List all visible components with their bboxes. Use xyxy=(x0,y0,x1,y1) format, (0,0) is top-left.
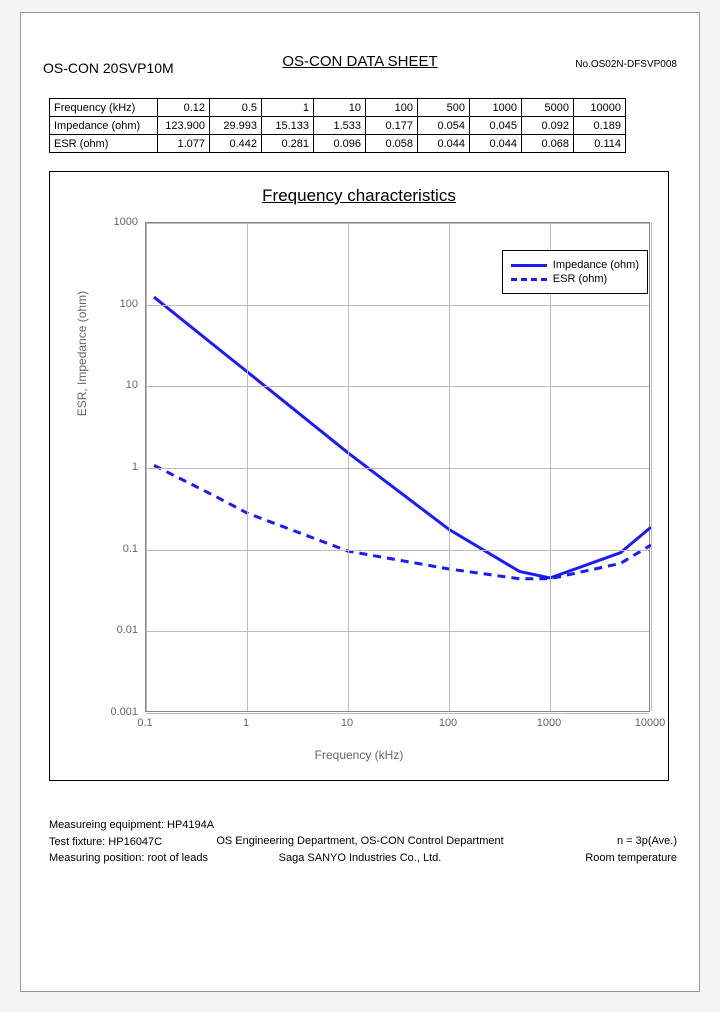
cell: 0.189 xyxy=(574,117,626,135)
series-line xyxy=(154,297,651,578)
footer-line: n = 3p(Ave.) xyxy=(585,833,677,850)
table-row: Frequency (kHz)0.120.5110100500100050001… xyxy=(50,99,626,117)
y-tick: 100 xyxy=(120,298,138,310)
table-row: Impedance (ohm)123.90029.99315.1331.5330… xyxy=(50,117,626,135)
footer-left: Measureing equipment: HP4194ATest fixtur… xyxy=(49,817,214,867)
row-label: Impedance (ohm) xyxy=(50,117,158,135)
cell: 0.5 xyxy=(210,99,262,117)
y-tick: 0.001 xyxy=(110,706,138,718)
header: OS-CON 20SVP10M OS-CON DATA SHEET No.OS0… xyxy=(43,38,677,76)
x-axis-label: Frequency (kHz) xyxy=(315,748,404,762)
x-tick: 100 xyxy=(439,717,457,729)
x-tick: 1 xyxy=(243,717,249,729)
cell: 1.533 xyxy=(314,117,366,135)
y-axis-label: ESR, Impedance (ohm) xyxy=(75,291,89,416)
cell: 10 xyxy=(314,99,366,117)
cell: 10000 xyxy=(574,99,626,117)
data-table-body: Frequency (kHz)0.120.5110100500100050001… xyxy=(50,99,626,153)
x-tick: 10000 xyxy=(635,717,666,729)
data-table: Frequency (kHz)0.120.5110100500100050001… xyxy=(49,98,626,153)
row-label: ESR (ohm) xyxy=(50,135,158,153)
legend-swatch xyxy=(511,264,547,267)
y-tick: 1000 xyxy=(114,216,138,228)
cell: 1000 xyxy=(470,99,522,117)
cell: 0.092 xyxy=(522,117,574,135)
footer: Measureing equipment: HP4194ATest fixtur… xyxy=(43,817,677,887)
legend-item: Impedance (ohm) xyxy=(511,259,639,271)
x-tick: 10 xyxy=(341,717,353,729)
page-title: OS-CON DATA SHEET xyxy=(282,53,437,70)
cell: 100 xyxy=(366,99,418,117)
x-tick: 1000 xyxy=(537,717,561,729)
cell: 1 xyxy=(262,99,314,117)
doc-number: No.OS02N-DFSVP008 xyxy=(575,59,677,70)
footer-line: Measuring position: root of leads xyxy=(49,850,214,867)
cell: 0.177 xyxy=(366,117,418,135)
cell: 0.281 xyxy=(262,135,314,153)
legend-swatch xyxy=(511,278,547,281)
footer-center: OS Engineering Department, OS-CON Contro… xyxy=(216,833,503,866)
y-tick: 1 xyxy=(132,461,138,473)
legend-item: ESR (ohm) xyxy=(511,273,639,285)
footer-line: OS Engineering Department, OS-CON Contro… xyxy=(216,833,503,850)
footer-line: Test fixture: HP16047C xyxy=(49,834,214,851)
cell: 0.12 xyxy=(158,99,210,117)
footer-line: Room temperature xyxy=(585,850,677,867)
cell: 0.044 xyxy=(470,135,522,153)
cell: 1.077 xyxy=(158,135,210,153)
footer-right: n = 3p(Ave.)Room temperature xyxy=(585,833,677,866)
y-tick: 0.1 xyxy=(123,543,138,555)
cell: 500 xyxy=(418,99,470,117)
footer-line: Measureing equipment: HP4194A xyxy=(49,817,214,834)
legend: Impedance (ohm) ESR (ohm) xyxy=(502,250,648,294)
legend-label: ESR (ohm) xyxy=(553,273,607,285)
chart-svg xyxy=(146,223,649,711)
cell: 0.058 xyxy=(366,135,418,153)
legend-label: Impedance (ohm) xyxy=(553,259,639,271)
x-tick: 0.1 xyxy=(137,717,152,729)
cell: 0.045 xyxy=(470,117,522,135)
plot-area xyxy=(145,222,650,712)
cell: 5000 xyxy=(522,99,574,117)
footer-line: Saga SANYO Industries Co., Ltd. xyxy=(216,850,503,867)
cell: 0.068 xyxy=(522,135,574,153)
cell: 0.442 xyxy=(210,135,262,153)
cell: 29.993 xyxy=(210,117,262,135)
cell: 0.096 xyxy=(314,135,366,153)
cell: 0.054 xyxy=(418,117,470,135)
datasheet-page: OS-CON 20SVP10M OS-CON DATA SHEET No.OS0… xyxy=(20,12,700,992)
row-label: Frequency (kHz) xyxy=(50,99,158,117)
cell: 15.133 xyxy=(262,117,314,135)
cell: 0.044 xyxy=(418,135,470,153)
cell: 123.900 xyxy=(158,117,210,135)
y-tick: 0.01 xyxy=(117,624,138,636)
model-label: OS-CON 20SVP10M xyxy=(43,60,174,76)
table-row: ESR (ohm)1.0770.4420.2810.0960.0580.0440… xyxy=(50,135,626,153)
series-line xyxy=(154,465,651,578)
chart-container: Frequency characteristics ESR, Impedance… xyxy=(49,171,669,781)
y-tick: 10 xyxy=(126,379,138,391)
chart-title: Frequency characteristics xyxy=(50,186,668,206)
cell: 0.114 xyxy=(574,135,626,153)
